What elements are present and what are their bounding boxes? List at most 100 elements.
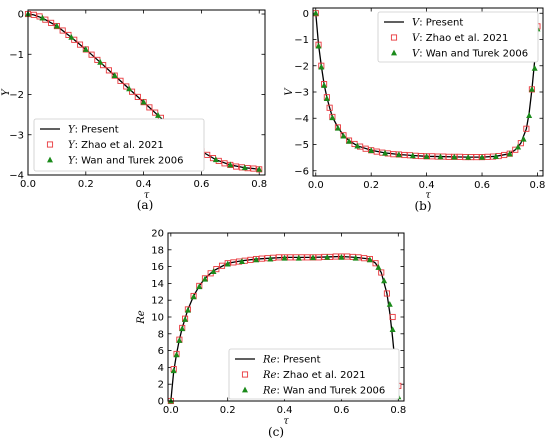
panel-label: (a) bbox=[137, 198, 154, 212]
x-tick-label: 0.4 bbox=[136, 179, 152, 190]
y-tick-label: 6 bbox=[158, 346, 164, 357]
plot-area bbox=[312, 9, 541, 161]
series-point bbox=[71, 36, 78, 43]
series-point bbox=[218, 262, 226, 269]
series-point bbox=[321, 82, 328, 88]
y-tick-label: −3 bbox=[9, 130, 24, 141]
x-tick-label: 0.2 bbox=[220, 405, 236, 416]
series-point bbox=[184, 306, 191, 313]
series-point bbox=[492, 153, 499, 159]
series-point bbox=[315, 42, 322, 49]
y-tick-label: −4 bbox=[294, 114, 309, 125]
y-tick-label: −1 bbox=[294, 35, 309, 46]
legend-entry: Y: Present bbox=[68, 125, 119, 136]
series-point bbox=[227, 161, 234, 168]
series-point bbox=[531, 64, 538, 71]
series-point bbox=[146, 104, 153, 111]
series-point bbox=[212, 156, 219, 163]
series-point bbox=[241, 164, 248, 171]
series-point bbox=[210, 268, 217, 275]
series-point bbox=[383, 290, 390, 297]
y-tick-label: −6 bbox=[294, 166, 309, 177]
x-tick-label: 0.6 bbox=[193, 179, 209, 190]
series-point bbox=[389, 313, 396, 321]
legend: V: Present V: Zhao et al. 2021 V: Wan and … bbox=[377, 11, 539, 63]
legend-entry: Y: Zhao et al. 2021 bbox=[68, 140, 164, 151]
legend-entry: Re: Wan and Turek 2006 bbox=[262, 386, 385, 397]
series-point bbox=[523, 125, 530, 132]
series-point bbox=[386, 301, 393, 307]
series-point bbox=[275, 254, 282, 261]
series-point bbox=[332, 253, 339, 260]
series-point bbox=[512, 146, 519, 153]
legend-marker-key bbox=[242, 386, 248, 393]
legend: Y: Present Y: Zhao et al. 2021 Y: Wan and … bbox=[33, 118, 205, 172]
series-point bbox=[250, 165, 257, 172]
series-point bbox=[128, 88, 136, 95]
series-point bbox=[48, 19, 55, 26]
y-tick-label: 12 bbox=[151, 296, 164, 307]
chart-panel-1: 0.0 0.2 0.4 0.6 0.8 −4 −3 −2 −1 0 τ Y Y: Present Y: Z… bbox=[1, 9, 267, 212]
y-tick-label: −5 bbox=[294, 140, 309, 151]
y-tick-label: −4 bbox=[9, 171, 24, 182]
series-point bbox=[340, 132, 347, 139]
series-point bbox=[528, 85, 535, 92]
chart-panel-2: 0.0 0.2 0.4 0.6 0.8 −6 −5 −4 −3 −2 −1 0 τ V V: Present… bbox=[284, 7, 546, 213]
y-tick-label: 10 bbox=[151, 313, 164, 324]
series-point bbox=[372, 260, 379, 267]
x-tick-label: 0.4 bbox=[277, 405, 293, 416]
legend-marker-key bbox=[46, 141, 54, 148]
legend-marker-key bbox=[47, 156, 53, 163]
series-point bbox=[381, 277, 388, 284]
x-tick-label: 0.8 bbox=[530, 180, 546, 191]
panel-label: (c) bbox=[268, 425, 284, 439]
series-point bbox=[39, 14, 46, 21]
series-point bbox=[520, 135, 527, 142]
series-point bbox=[312, 9, 319, 16]
y-tick-label: −2 bbox=[9, 90, 24, 101]
y-tick-label: 20 bbox=[151, 229, 164, 240]
series-point bbox=[258, 255, 265, 262]
series-point bbox=[326, 104, 333, 111]
y-tick-label: 18 bbox=[151, 245, 164, 256]
x-tick-label: 0.0 bbox=[20, 179, 36, 190]
x-tick-label: 0.6 bbox=[333, 405, 349, 416]
series-point bbox=[190, 293, 197, 300]
series-point bbox=[82, 46, 89, 52]
series-point bbox=[506, 150, 513, 157]
series-point bbox=[361, 255, 368, 262]
series-point bbox=[182, 316, 189, 322]
series-point bbox=[140, 98, 147, 105]
series-point bbox=[409, 152, 416, 159]
series-point bbox=[233, 163, 240, 170]
panel-label: (b) bbox=[414, 199, 431, 213]
axes-frame bbox=[312, 7, 544, 177]
series-point bbox=[526, 112, 533, 119]
series-point bbox=[68, 33, 75, 40]
series-point bbox=[97, 58, 104, 65]
series-point bbox=[295, 254, 302, 261]
x-tick-label: 0.0 bbox=[163, 405, 179, 416]
series-point bbox=[126, 85, 133, 92]
legend-entry: Re: Present bbox=[262, 355, 321, 366]
series-point bbox=[318, 63, 325, 70]
y-tick-label: −3 bbox=[294, 88, 309, 99]
x-tick-label: 0.2 bbox=[363, 180, 379, 191]
series-point bbox=[465, 153, 472, 160]
legend-box bbox=[377, 11, 539, 63]
legend-marker-key bbox=[241, 371, 249, 378]
series-point bbox=[179, 325, 186, 332]
series-point bbox=[201, 275, 208, 282]
series-point bbox=[76, 41, 84, 48]
series-point bbox=[346, 137, 353, 144]
series-point bbox=[253, 256, 260, 263]
series-point bbox=[310, 254, 317, 261]
y-tick-label: 14 bbox=[151, 279, 164, 290]
y-tick-label: 0 bbox=[18, 10, 24, 21]
legend-marker-key bbox=[390, 34, 398, 41]
legend: Re: Present Re: Zhao et al. 2021 Re: Wan a… bbox=[228, 348, 400, 400]
series-point bbox=[281, 254, 288, 261]
legend-box bbox=[228, 348, 400, 400]
legend-marker-key bbox=[391, 49, 397, 56]
